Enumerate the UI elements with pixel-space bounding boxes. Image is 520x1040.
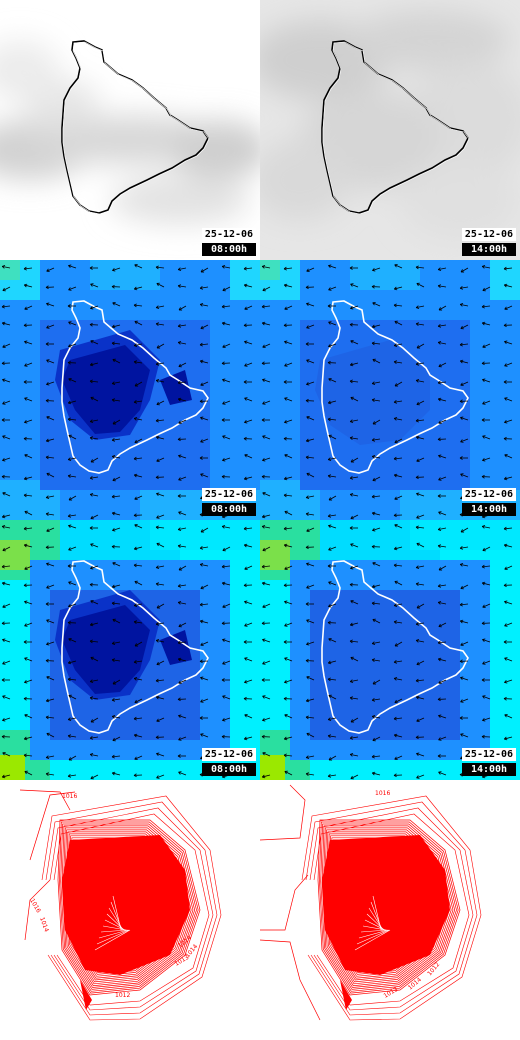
pressure-isobars-panel-t1: 1016 1016 1014 1014 1013 1012 1014	[0, 780, 260, 1040]
date-stamp: 25-12-06	[462, 228, 516, 241]
wind-speed-level-1-panel-t2: 25-12-06 14:00h	[260, 260, 520, 520]
wind-speed-level-2-map	[0, 520, 260, 780]
time-stamp: 14:00h	[462, 763, 516, 776]
wind-speed-level-2-panel-t1: 25-12-06 08:00h	[0, 520, 260, 780]
wind-speed-level-2-panel-t2: 25-12-06 14:00h	[260, 520, 520, 780]
date-stamp: 25-12-06	[202, 228, 256, 241]
isobar-label: 1016	[375, 790, 390, 797]
pressure-isobars-panel-t2: 1016 1013 1014 1012	[260, 780, 520, 1040]
time-stamp: 14:00h	[462, 243, 516, 256]
cloud-cover-map	[0, 0, 260, 260]
wind-speed-level-1-map	[0, 260, 260, 520]
isobar-label: 1014	[38, 916, 50, 933]
isobar-label: 1012	[115, 992, 130, 999]
wind-speed-level-1-map	[260, 260, 520, 520]
cloud-cover-panel-t1: 25-12-06 08:00h	[0, 0, 260, 260]
cloud-cover-panel-t2: 25-12-06 14:00h	[260, 0, 520, 260]
wind-speed-level-2-map	[260, 520, 520, 780]
date-stamp: 25-12-06	[462, 488, 516, 501]
date-stamp: 25-12-06	[202, 748, 256, 761]
time-stamp: 08:00h	[202, 763, 256, 776]
date-stamp: 25-12-06	[462, 748, 516, 761]
date-stamp: 25-12-06	[202, 488, 256, 501]
time-stamp: 08:00h	[202, 503, 256, 516]
wind-speed-level-1-panel-t1: 25-12-06 08:00h	[0, 260, 260, 520]
isobar-label: 1016	[62, 793, 77, 800]
cloud-cover-map	[260, 0, 520, 260]
time-stamp: 08:00h	[202, 243, 256, 256]
time-stamp: 14:00h	[462, 503, 516, 516]
